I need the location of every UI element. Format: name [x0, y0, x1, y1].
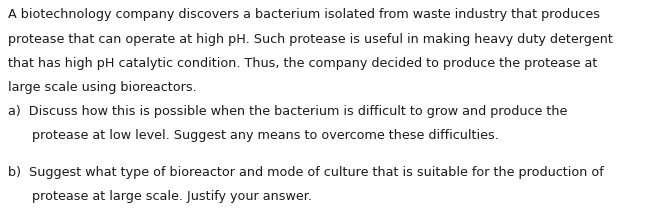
Text: protease at low level. Suggest any means to overcome these difficulties.: protease at low level. Suggest any means… [8, 129, 499, 142]
Text: b)  Suggest what type of bioreactor and mode of culture that is suitable for the: b) Suggest what type of bioreactor and m… [8, 166, 603, 179]
Text: A biotechnology company discovers a bacterium isolated from waste industry that : A biotechnology company discovers a bact… [8, 8, 600, 22]
Text: protease at large scale. Justify your answer.: protease at large scale. Justify your an… [8, 190, 312, 203]
Text: that has high pH catalytic condition. Thus, the company decided to produce the p: that has high pH catalytic condition. Th… [8, 57, 597, 70]
Text: large scale using bioreactors.: large scale using bioreactors. [8, 81, 196, 94]
Text: protease that can operate at high pH. Such protease is useful in making heavy du: protease that can operate at high pH. Su… [8, 33, 612, 46]
Text: a)  Discuss how this is possible when the bacterium is difficult to grow and pro: a) Discuss how this is possible when the… [8, 106, 567, 119]
